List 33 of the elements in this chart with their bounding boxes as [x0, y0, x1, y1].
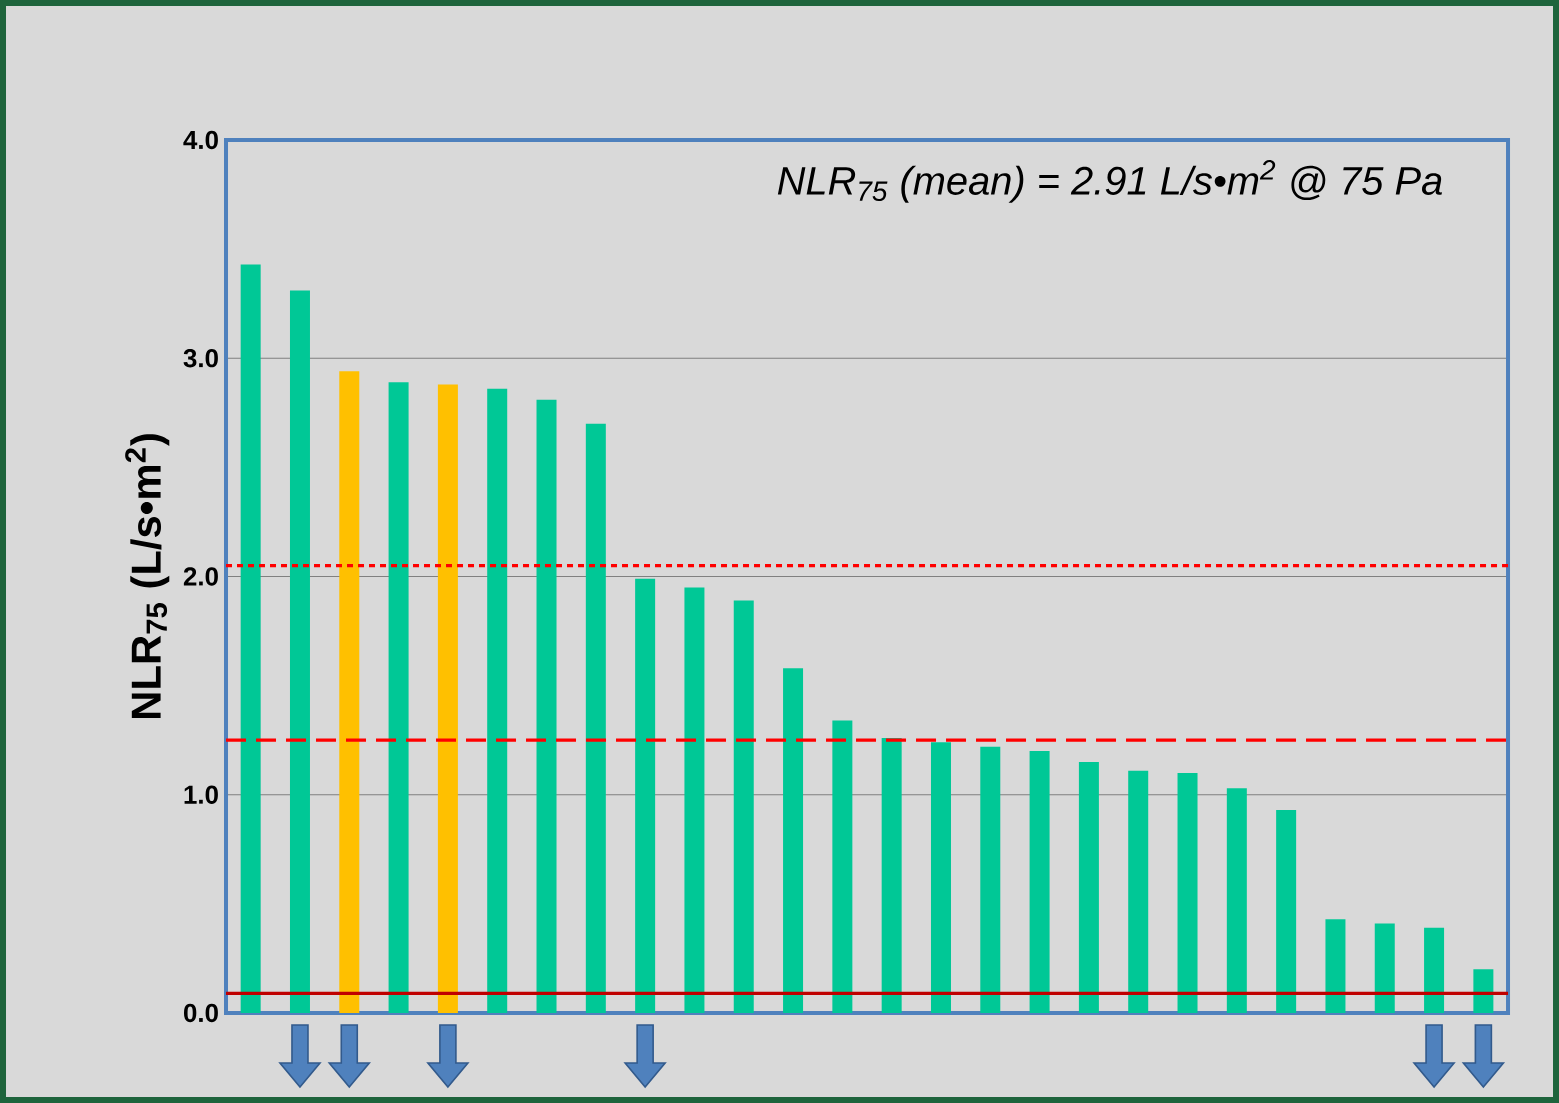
- y-tick-label: 0.0: [183, 1003, 218, 1023]
- bar: [1276, 810, 1297, 1013]
- bar: [339, 371, 360, 1013]
- bar: [980, 746, 1001, 1013]
- bar: [1325, 919, 1346, 1013]
- bar: [1226, 788, 1247, 1013]
- bar: [1177, 772, 1198, 1013]
- bar: [635, 578, 656, 1013]
- bar: [783, 668, 804, 1013]
- bar: [536, 399, 557, 1013]
- y-tick-label: 3.0: [183, 349, 218, 368]
- annotation: NLR$_{75}$ (mean) = 2.91 L/s•m$^{2}$ @ 75 Pa: [777, 160, 1442, 203]
- bar: [733, 600, 754, 1013]
- bar: [437, 384, 458, 1013]
- bar: [1128, 770, 1149, 1013]
- bar: [585, 423, 606, 1013]
- bar: [684, 587, 705, 1013]
- bar: [1029, 751, 1050, 1013]
- bar: [930, 742, 951, 1013]
- y-tick-label: 2.0: [183, 567, 218, 586]
- y-tick-label: 1.0: [184, 785, 218, 804]
- bar: [881, 737, 902, 1013]
- bar: [388, 382, 409, 1013]
- bar: [1473, 969, 1494, 1013]
- bar: [1078, 762, 1099, 1013]
- bar: [487, 388, 508, 1013]
- bar: [1424, 927, 1445, 1013]
- bar: [240, 264, 261, 1013]
- y-axis-title: NLR$_{75}$ (L/s•m$^{2}$): [125, 434, 170, 718]
- bar: [289, 290, 310, 1013]
- bar: [1374, 923, 1395, 1013]
- bar: [832, 720, 853, 1013]
- y-tick-label: 4.0: [183, 130, 218, 150]
